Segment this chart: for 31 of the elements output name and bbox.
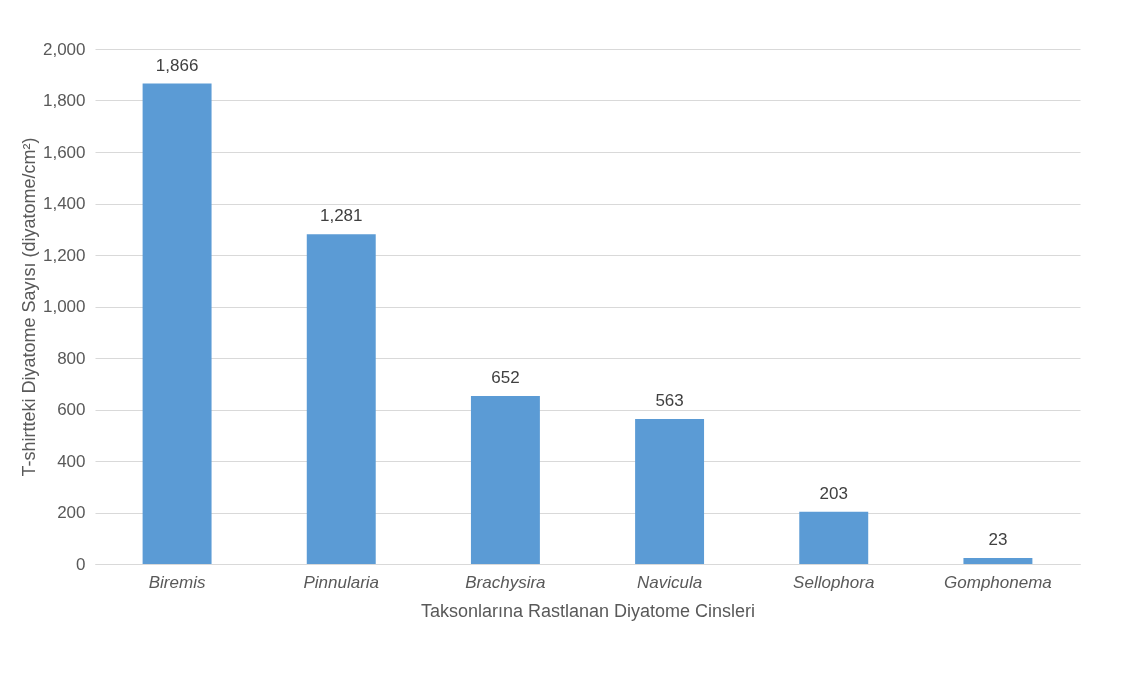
y-tick-label: 200 xyxy=(57,503,86,522)
y-tick-label: 1,200 xyxy=(42,245,86,265)
y-tick-label: 1,400 xyxy=(42,194,86,213)
data-label: 1,281 xyxy=(319,206,363,226)
x-tick-label: Navicula xyxy=(636,572,703,592)
data-label: 563 xyxy=(655,391,684,411)
data-label: 652 xyxy=(491,368,520,388)
y-tick-label: 800 xyxy=(57,348,86,368)
y-tick-label: 400 xyxy=(57,451,86,471)
y-tick-label: 600 xyxy=(57,400,86,419)
x-tick-label: Brachysira xyxy=(465,572,546,592)
data-label: 203 xyxy=(819,483,848,503)
bar xyxy=(963,558,1033,564)
y-tick-label: 1,600 xyxy=(42,142,86,162)
x-axis-title: Taksonlarına Rastlanan Diyatome Cinsleri xyxy=(420,600,756,621)
y-axis-title: T-shirtteki Diyatome Sayısı (diyatome/cm²) xyxy=(18,137,39,477)
y-tick-label: 1,000 xyxy=(42,297,86,316)
bar xyxy=(799,511,869,564)
x-tick-label: Sellophora xyxy=(793,572,875,592)
x-tick-label: Biremis xyxy=(148,572,206,592)
x-tick-label: Pinnularia xyxy=(303,572,380,592)
data-label: 23 xyxy=(988,530,1008,550)
bar xyxy=(470,396,540,564)
bar xyxy=(142,83,212,564)
bar xyxy=(635,419,705,564)
data-label: 1,866 xyxy=(155,55,199,75)
y-tick-label: 2,000 xyxy=(42,39,86,59)
y-tick-label: 0 xyxy=(76,554,86,574)
y-tick-label: 1,800 xyxy=(42,91,86,110)
x-tick-label: Gomphonema xyxy=(944,572,1052,592)
bar xyxy=(306,234,376,564)
